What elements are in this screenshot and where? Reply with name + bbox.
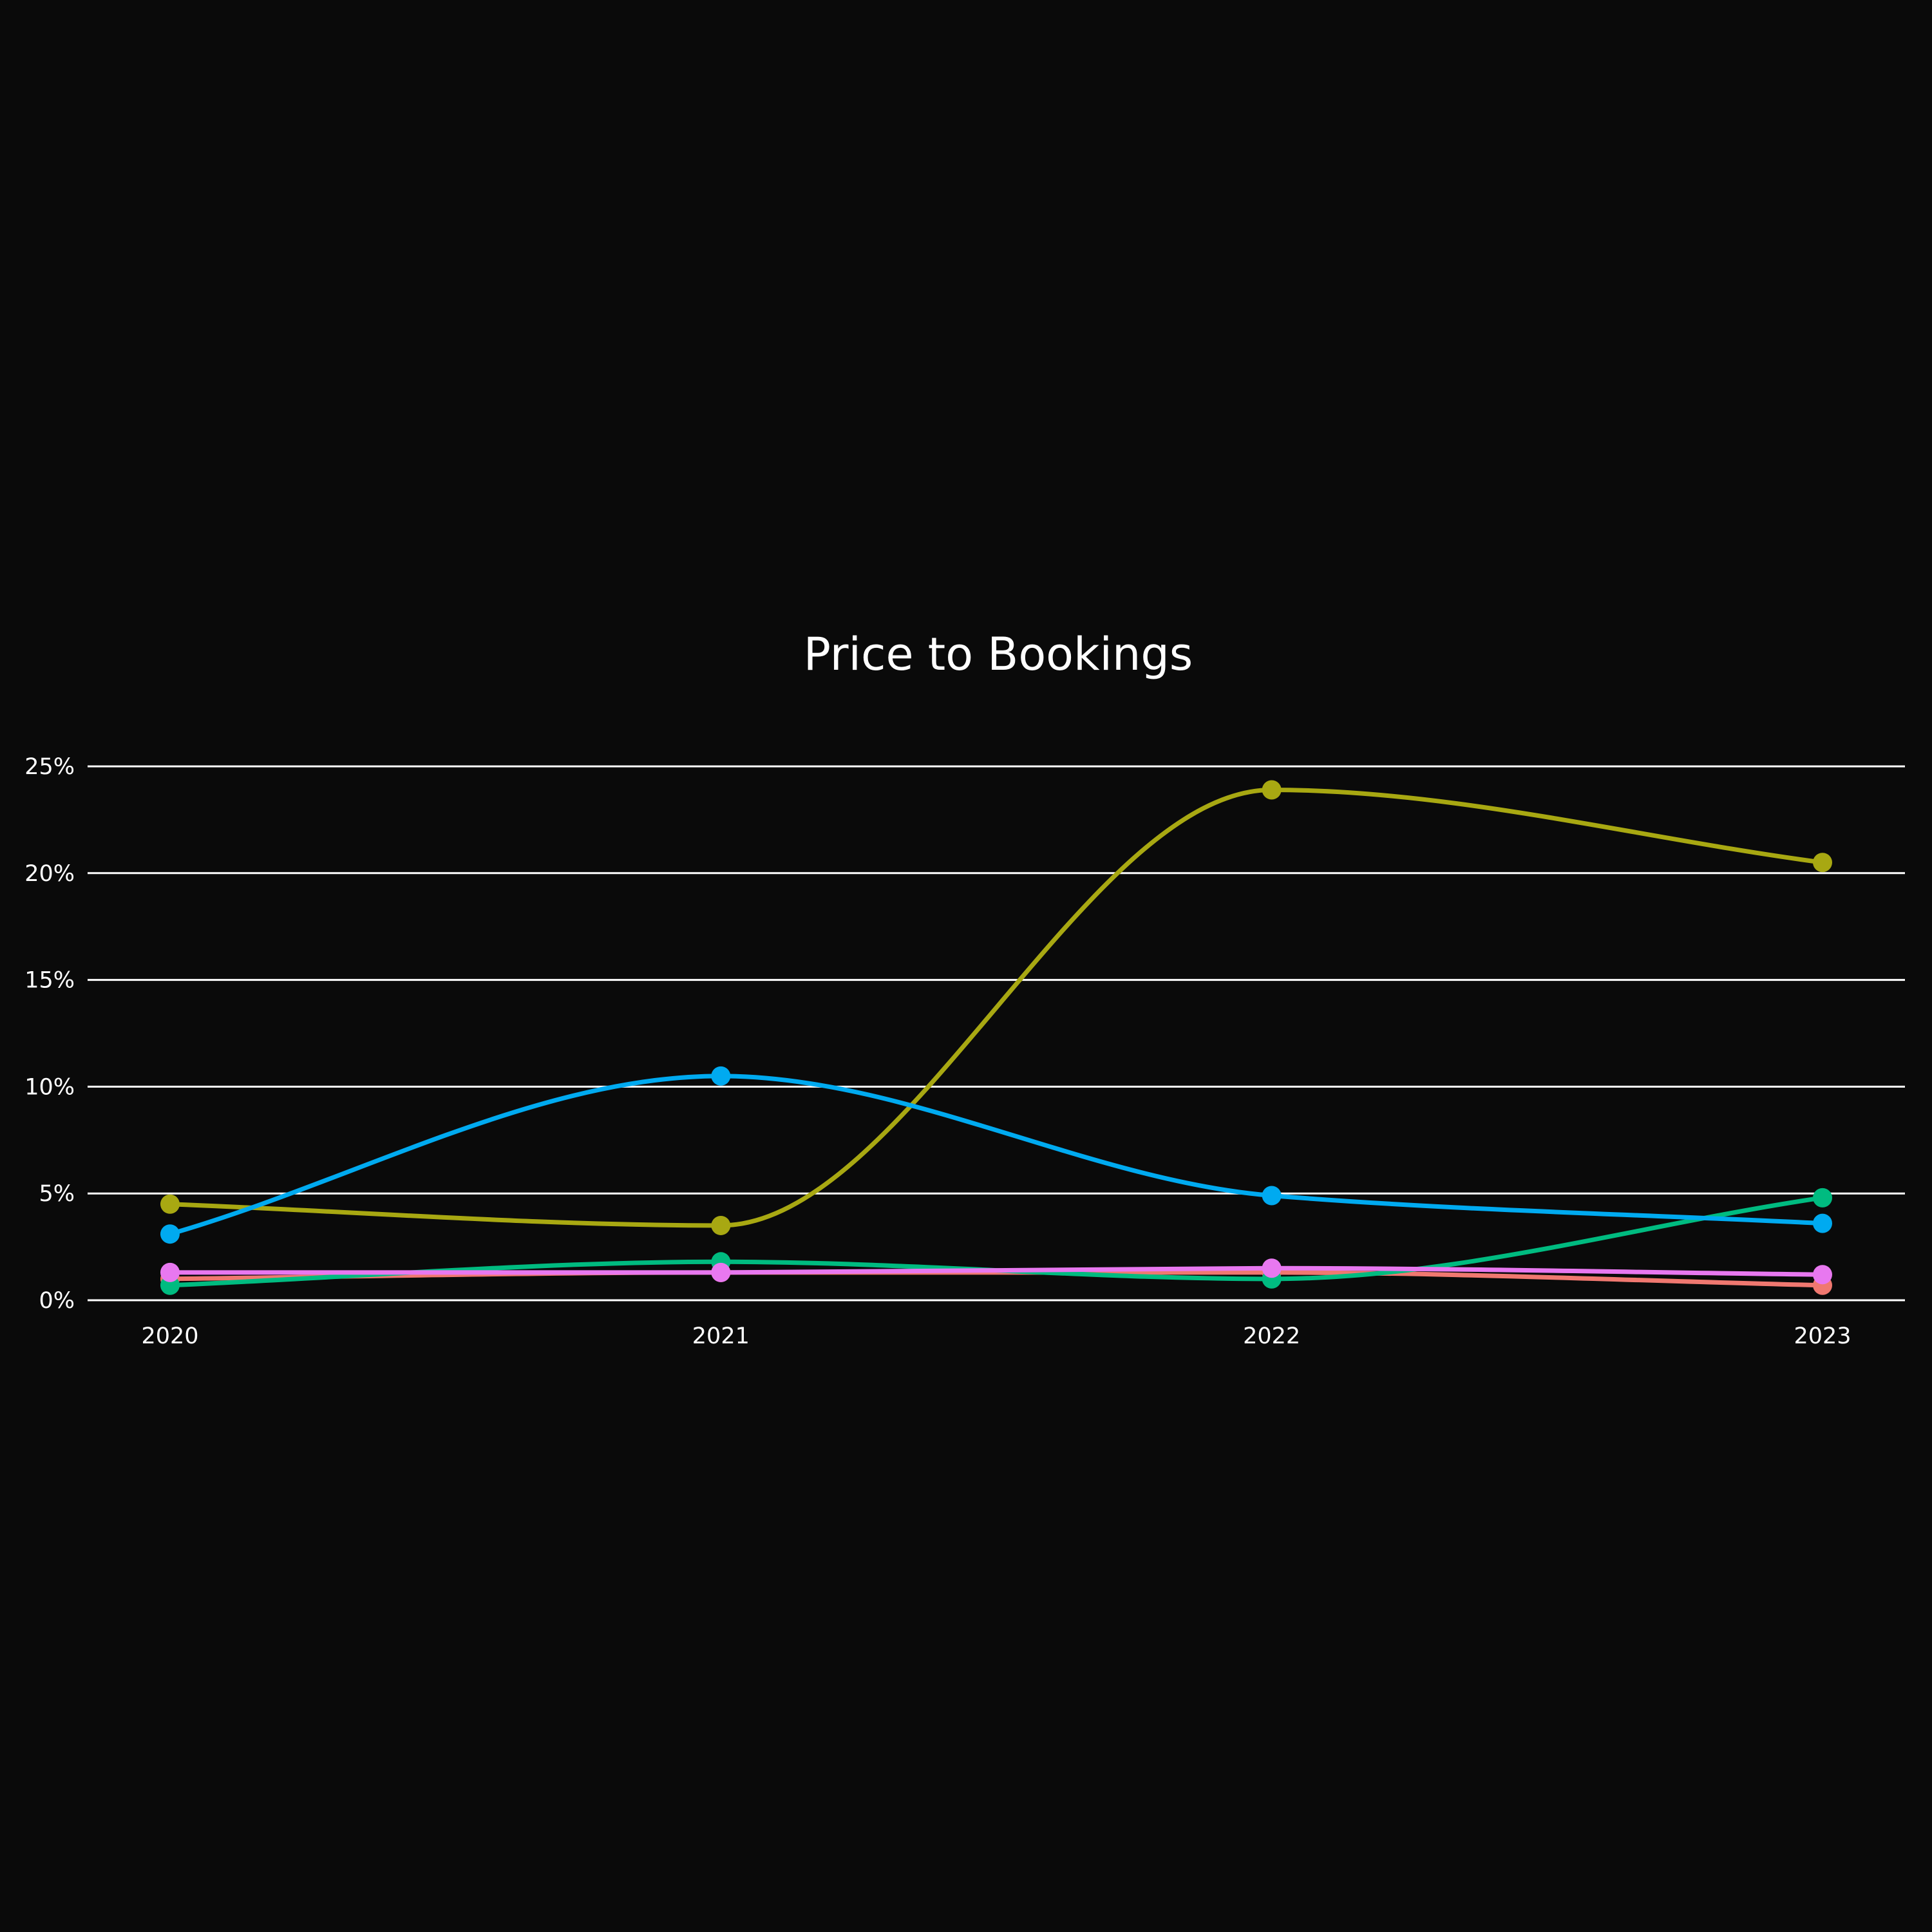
y-tick-label: 25% [24, 754, 75, 780]
x-tick-label: 2020 [141, 1323, 198, 1349]
x-tick-label: 2021 [692, 1323, 750, 1349]
x-tick-label: 2023 [1794, 1323, 1851, 1349]
series-line-4 [167, 1074, 1825, 1236]
chart-title: Price to Bookings [804, 628, 1193, 681]
series-line-3 [167, 787, 1825, 1228]
data-point-4-2020[interactable] [160, 1224, 180, 1244]
x-tick-label: 2022 [1243, 1323, 1300, 1349]
y-axis-ticks: 0% 5% 10% 15% 20% 25% [24, 754, 75, 1314]
data-point-3-2020[interactable] [160, 1194, 180, 1214]
y-tick-label: 20% [24, 861, 75, 887]
x-axis-ticks: 2020 2021 2022 2023 [141, 1323, 1851, 1349]
data-point-3-2023[interactable] [1813, 853, 1832, 873]
data-point-2-2023[interactable] [1813, 1265, 1832, 1285]
data-point-2-2022[interactable] [1262, 1258, 1282, 1278]
series-points [160, 780, 1832, 1295]
y-tick-label: 0% [39, 1288, 75, 1314]
data-point-2-2020[interactable] [160, 1262, 180, 1282]
data-point-4-2021[interactable] [711, 1066, 731, 1086]
y-tick-label: 15% [24, 968, 75, 994]
data-point-3-2022[interactable] [1262, 780, 1282, 800]
series-line-2 [167, 1265, 1825, 1277]
data-point-3-2021[interactable] [711, 1215, 731, 1235]
data-point-4-2023[interactable] [1813, 1213, 1832, 1233]
data-point-1-2023[interactable] [1813, 1188, 1832, 1208]
y-tick-label: 10% [24, 1074, 75, 1100]
series-lines [167, 787, 1825, 1288]
data-point-2-2021[interactable] [711, 1262, 731, 1282]
y-tick-label: 5% [39, 1181, 75, 1207]
data-point-4-2022[interactable] [1262, 1186, 1282, 1206]
gridlines [88, 765, 1905, 1302]
